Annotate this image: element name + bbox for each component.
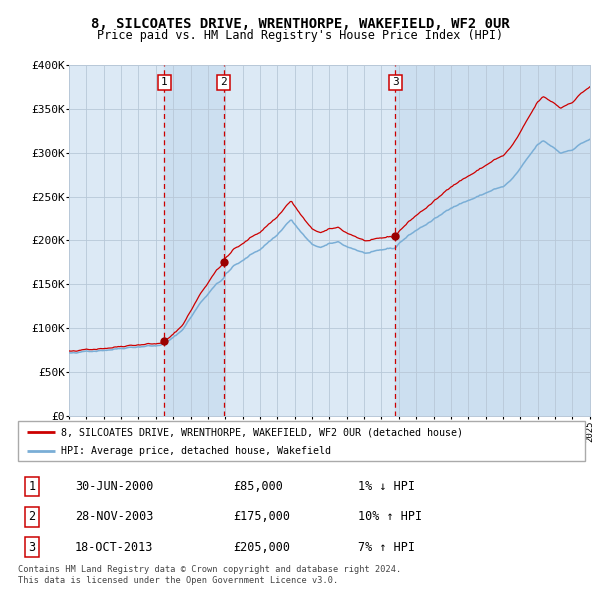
Text: 8, SILCOATES DRIVE, WRENTHORPE, WAKEFIELD, WF2 0UR (detached house): 8, SILCOATES DRIVE, WRENTHORPE, WAKEFIEL… (61, 427, 463, 437)
Text: HPI: Average price, detached house, Wakefield: HPI: Average price, detached house, Wake… (61, 445, 331, 455)
Text: 1% ↓ HPI: 1% ↓ HPI (358, 480, 415, 493)
Text: 1: 1 (161, 77, 168, 87)
Text: Contains HM Land Registry data © Crown copyright and database right 2024.: Contains HM Land Registry data © Crown c… (18, 565, 401, 574)
Text: 2: 2 (220, 77, 227, 87)
Text: £85,000: £85,000 (233, 480, 283, 493)
Text: £175,000: £175,000 (233, 510, 290, 523)
Text: This data is licensed under the Open Government Licence v3.0.: This data is licensed under the Open Gov… (18, 576, 338, 585)
Text: 28-NOV-2003: 28-NOV-2003 (75, 510, 153, 523)
Text: 3: 3 (29, 541, 36, 554)
Text: 1: 1 (29, 480, 36, 493)
Text: 18-OCT-2013: 18-OCT-2013 (75, 541, 153, 554)
Bar (395, 65, 590, 416)
Text: 8, SILCOATES DRIVE, WRENTHORPE, WAKEFIELD, WF2 0UR: 8, SILCOATES DRIVE, WRENTHORPE, WAKEFIEL… (91, 17, 509, 31)
Text: 3: 3 (392, 77, 399, 87)
Text: 2: 2 (29, 510, 36, 523)
Text: Price paid vs. HM Land Registry's House Price Index (HPI): Price paid vs. HM Land Registry's House … (97, 30, 503, 42)
Text: £205,000: £205,000 (233, 541, 290, 554)
Text: 7% ↑ HPI: 7% ↑ HPI (358, 541, 415, 554)
Text: 30-JUN-2000: 30-JUN-2000 (75, 480, 153, 493)
Bar (164, 65, 224, 416)
Text: 10% ↑ HPI: 10% ↑ HPI (358, 510, 422, 523)
FancyBboxPatch shape (18, 421, 585, 461)
